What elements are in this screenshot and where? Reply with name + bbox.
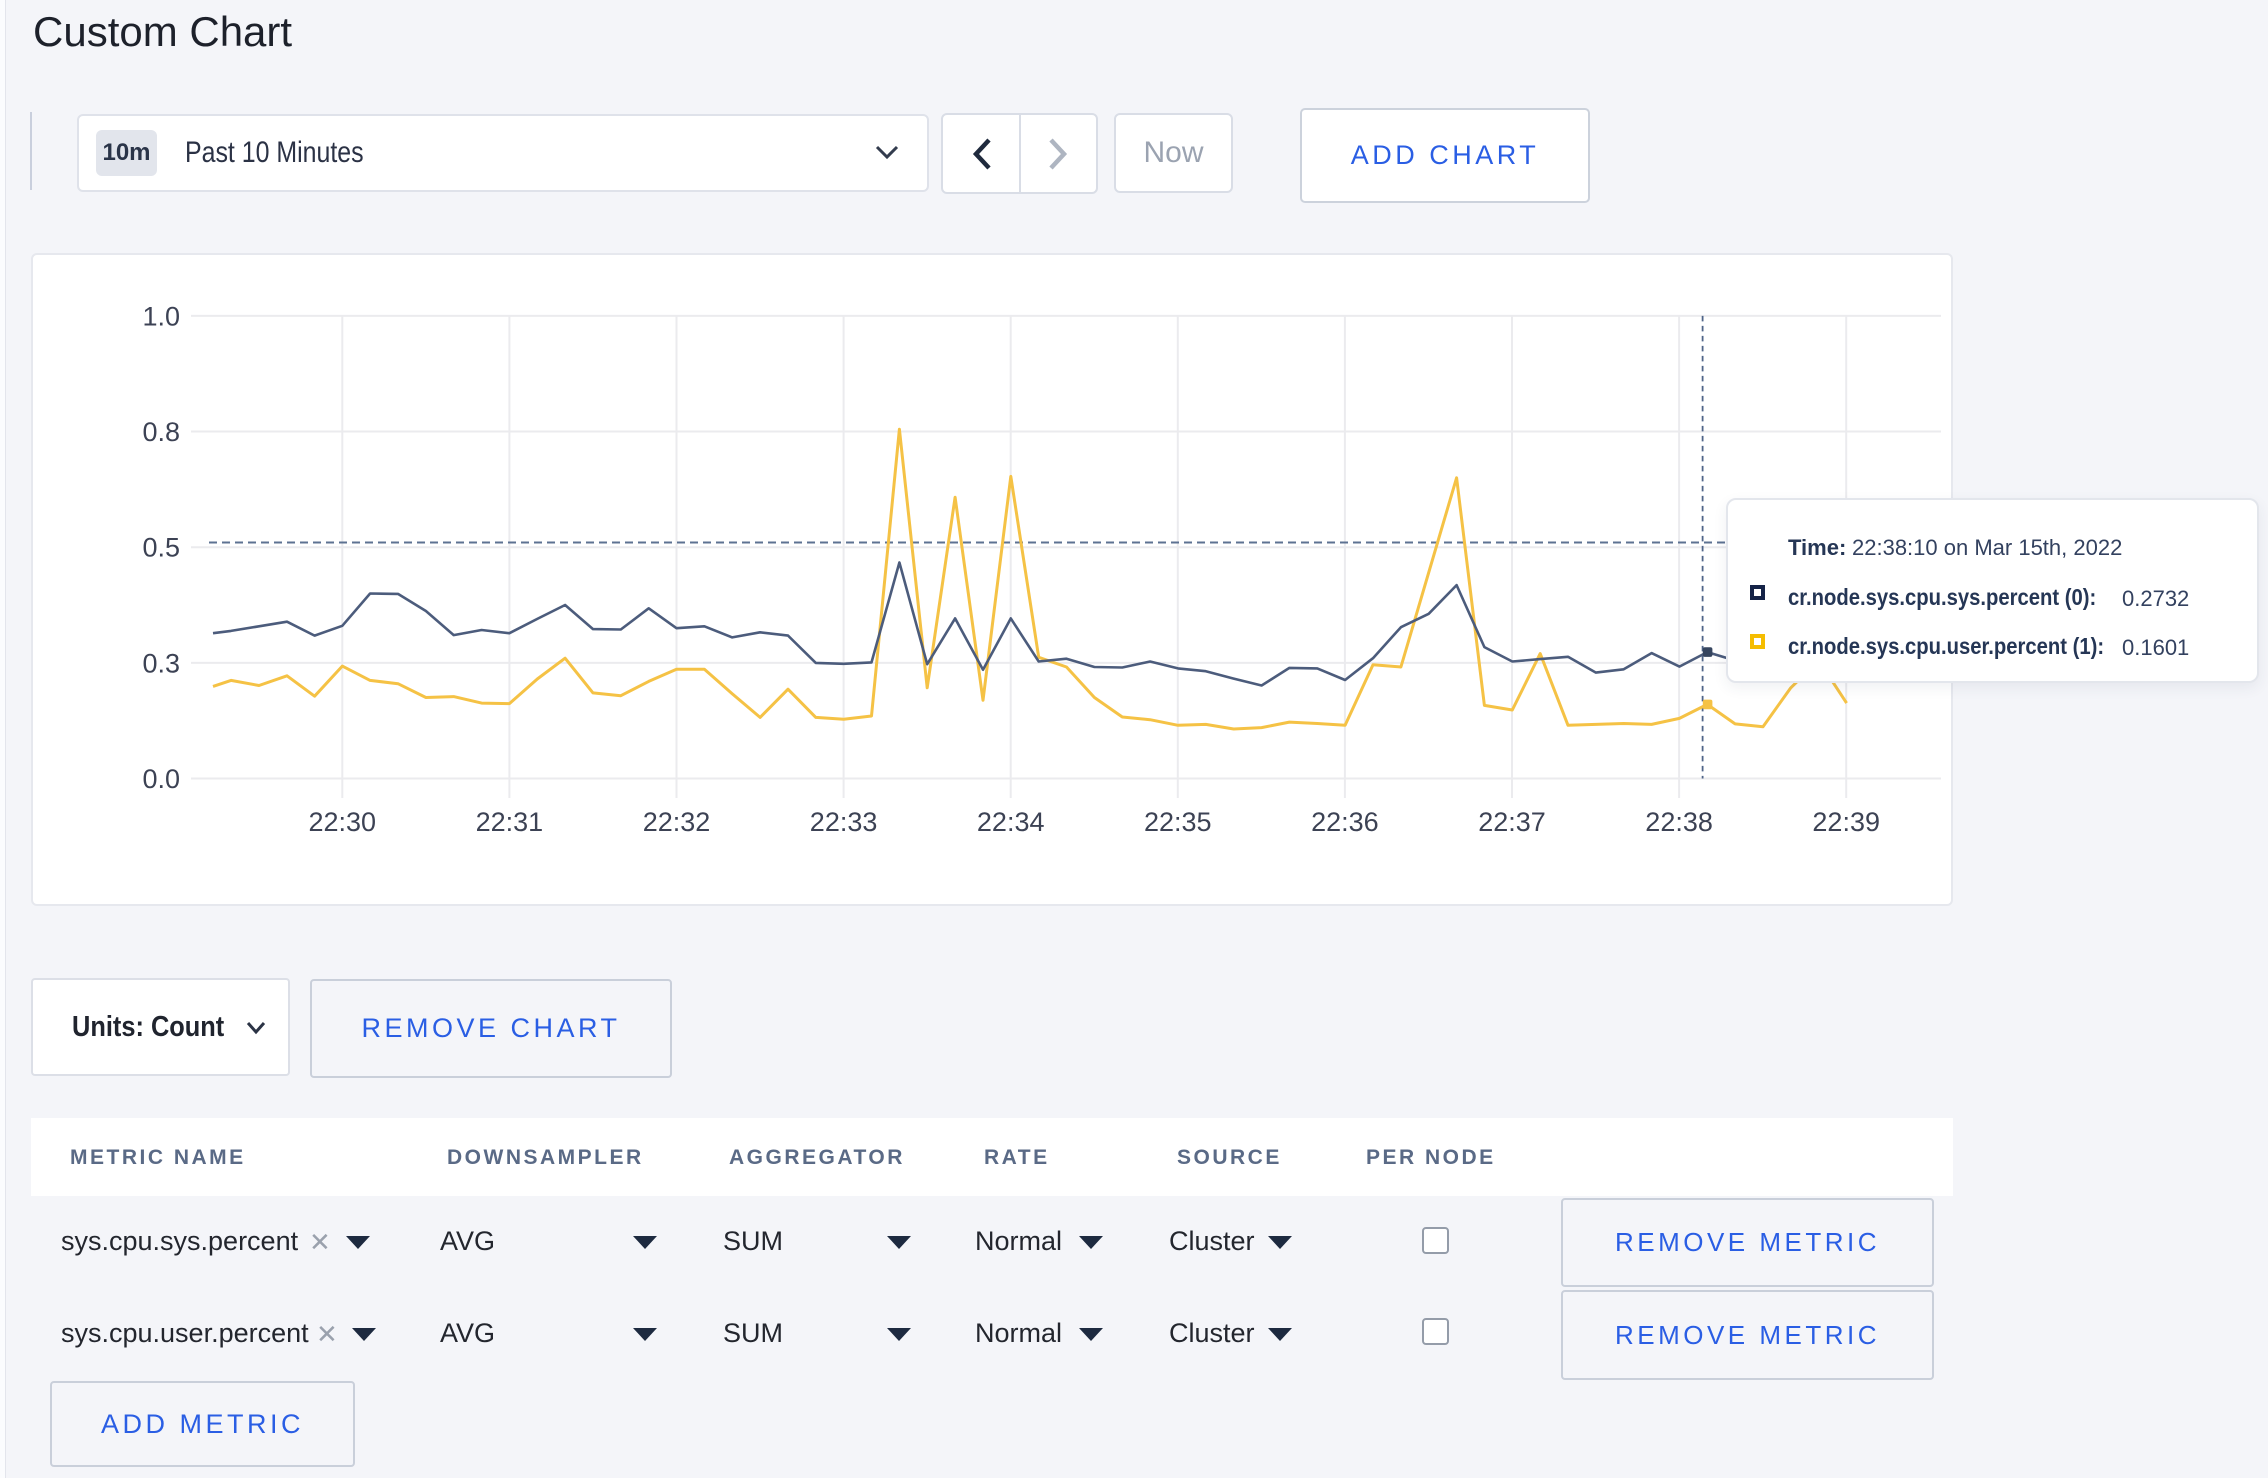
svg-text:22:37: 22:37 (1478, 807, 1546, 837)
svg-text:22:39: 22:39 (1812, 807, 1880, 837)
svg-text:0.8: 0.8 (142, 417, 180, 447)
svg-text:22:34: 22:34 (977, 807, 1045, 837)
svg-text:22:31: 22:31 (476, 807, 544, 837)
svg-text:22:30: 22:30 (309, 807, 377, 837)
svg-text:22:33: 22:33 (810, 807, 878, 837)
svg-text:22:38: 22:38 (1645, 807, 1713, 837)
svg-text:0.0: 0.0 (142, 764, 180, 794)
svg-text:22:36: 22:36 (1311, 807, 1379, 837)
svg-text:22:35: 22:35 (1144, 807, 1212, 837)
svg-text:0.5: 0.5 (142, 533, 180, 563)
svg-text:0.3: 0.3 (142, 648, 180, 678)
svg-text:22:32: 22:32 (643, 807, 711, 837)
svg-text:1.0: 1.0 (142, 301, 180, 331)
